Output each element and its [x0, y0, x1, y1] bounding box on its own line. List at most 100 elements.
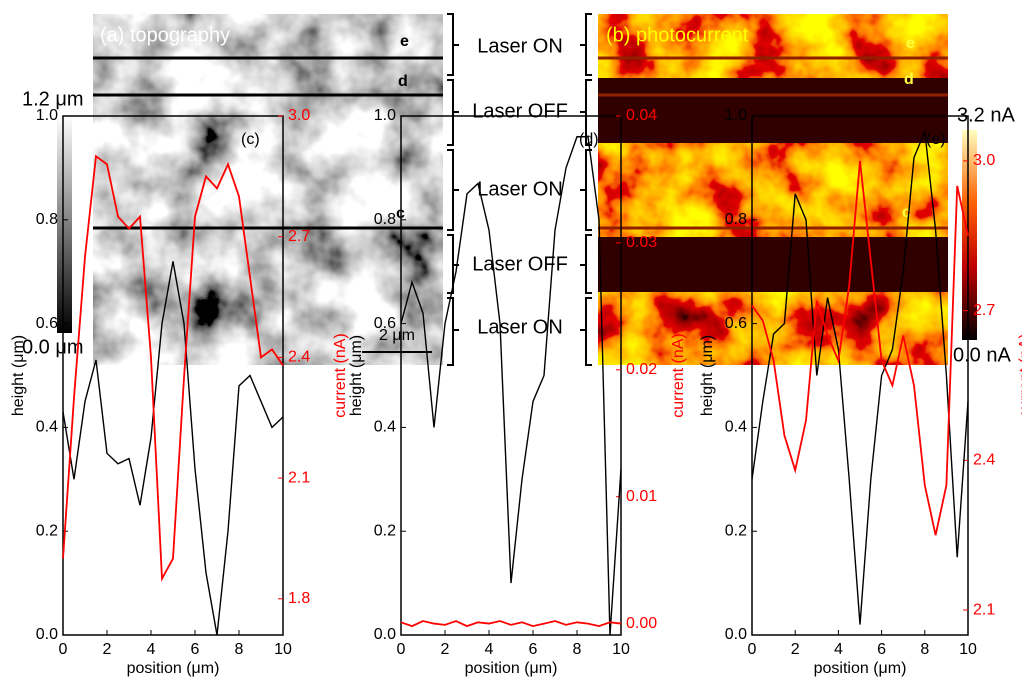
y2-tick-label: 2.1	[973, 601, 995, 618]
y2-tick-label: 2.7	[288, 228, 310, 245]
y2-axis-label: current (nA)	[1017, 333, 1022, 417]
laser-state: Laser ON	[477, 178, 563, 200]
topography-map: (a) topography e d c 2 μm 1.2 μm 0.0 μm	[22, 14, 443, 365]
x-tick-label: 8	[235, 641, 244, 658]
y-tick-label: 0.0	[725, 626, 747, 643]
x-tick-label: 6	[877, 641, 886, 658]
y2-tick-label: 3.0	[288, 107, 310, 124]
x-tick-label: 8	[920, 641, 929, 658]
x-tick-label: 2	[103, 641, 112, 658]
colorbar-max: 1.2 μm	[22, 88, 84, 110]
y-tick-label: 0.6	[36, 315, 58, 332]
series-line	[62, 261, 284, 636]
y2-tick-label: 0.04	[626, 107, 657, 124]
bracket	[580, 13, 592, 76]
y2-tick-label: 0.01	[626, 488, 657, 505]
annotation: (c)	[241, 131, 260, 148]
y2-tick-label: 2.4	[973, 452, 995, 469]
laser-state: Laser OFF	[472, 100, 568, 122]
y-tick-label: 0.8	[725, 211, 747, 228]
x-tick-label: 2	[791, 641, 800, 658]
photocurrent-map: (b) photocurrent e d c 3.2 nA 0.0 nA	[598, 14, 1015, 366]
x-tick-label: 4	[485, 641, 494, 658]
bracket	[447, 13, 459, 76]
bracket	[447, 234, 459, 294]
plot-frame	[62, 115, 284, 636]
y2-tick-label: 0.02	[626, 361, 657, 378]
series-line	[400, 620, 622, 628]
x-tick-label: 2	[441, 641, 450, 658]
y-tick-label: 0.6	[374, 315, 396, 332]
y-tick-label: 0.8	[36, 211, 58, 228]
x-tick-label: 10	[612, 641, 630, 658]
colorbar	[962, 130, 977, 340]
bracket	[447, 149, 459, 231]
y2-tick-label: 2.7	[973, 302, 995, 319]
y2-axis-label: current (nA)	[670, 333, 687, 417]
colorbar-min: 0.0 nA	[953, 344, 1011, 366]
plot-frame	[400, 115, 622, 636]
colorbar	[57, 115, 72, 333]
map-title: (b) photocurrent	[606, 24, 749, 46]
topography-image	[93, 14, 443, 365]
laser-off-band	[598, 237, 948, 292]
y-tick-label: 0.6	[725, 315, 747, 332]
laser-state: Laser ON	[477, 35, 563, 57]
bracket	[580, 234, 592, 294]
y2-tick-label: 1.8	[288, 590, 310, 607]
x-axis-label: position (μm)	[814, 660, 907, 677]
y-tick-label: 0.2	[374, 522, 396, 539]
bracket	[580, 297, 592, 366]
y-tick-label: 0.2	[36, 522, 58, 539]
y-axis-label: height (μm)	[10, 335, 27, 416]
x-tick-label: 6	[191, 641, 200, 658]
photocurrent-image	[598, 14, 948, 365]
map-title: (a) topography	[100, 24, 230, 46]
x-tick-label: 0	[59, 641, 68, 658]
y-tick-label: 1.0	[36, 107, 58, 124]
y-tick-label: 0.8	[374, 211, 396, 228]
y-tick-label: 1.0	[374, 107, 396, 124]
y-axis-label: height (μm)	[699, 335, 716, 416]
y-tick-label: 1.0	[725, 107, 747, 124]
laser-off-band	[598, 78, 948, 143]
line-label: e	[400, 33, 409, 50]
annotation: (e)	[926, 131, 946, 148]
y-tick-label: 0.4	[36, 419, 58, 436]
series-line	[751, 160, 969, 536]
x-tick-label: 6	[529, 641, 538, 658]
y2-tick-label: 2.4	[288, 349, 310, 366]
y2-axis-label: current (nA)	[332, 333, 349, 417]
scale-bar-label: 2 μm	[379, 327, 415, 344]
y-tick-label: 0.2	[725, 522, 747, 539]
x-tick-label: 4	[147, 641, 156, 658]
line-label: d	[398, 73, 408, 90]
series-line	[400, 136, 622, 636]
series-line	[751, 131, 969, 625]
line-label: d	[904, 71, 914, 88]
laser-state: Laser ON	[477, 316, 563, 338]
y-tick-label: 0.4	[374, 419, 396, 436]
x-tick-label: 8	[573, 641, 582, 658]
bracket	[580, 149, 592, 231]
x-tick-label: 0	[397, 641, 406, 658]
x-axis-label: position (μm)	[127, 660, 220, 677]
y-axis-label: height (μm)	[348, 335, 365, 416]
y2-tick-label: 0.00	[626, 615, 657, 632]
y2-tick-label: 3.0	[973, 152, 995, 169]
y2-tick-label: 2.1	[288, 469, 310, 486]
y-tick-label: 0.0	[36, 626, 58, 643]
laser-brackets	[447, 13, 592, 366]
y2-tick-label: 0.03	[626, 234, 657, 251]
line-label: c	[902, 204, 911, 221]
colorbar-max: 3.2 nA	[957, 104, 1015, 126]
series-line	[62, 154, 284, 582]
line-label: e	[906, 35, 915, 52]
laser-state: Laser OFF	[472, 253, 568, 275]
y-tick-label: 0.4	[725, 419, 747, 436]
x-tick-label: 4	[834, 641, 843, 658]
colorbar-min: 0.0 μm	[22, 336, 84, 358]
plot-frame	[751, 115, 969, 636]
x-axis-label: position (μm)	[465, 660, 558, 677]
